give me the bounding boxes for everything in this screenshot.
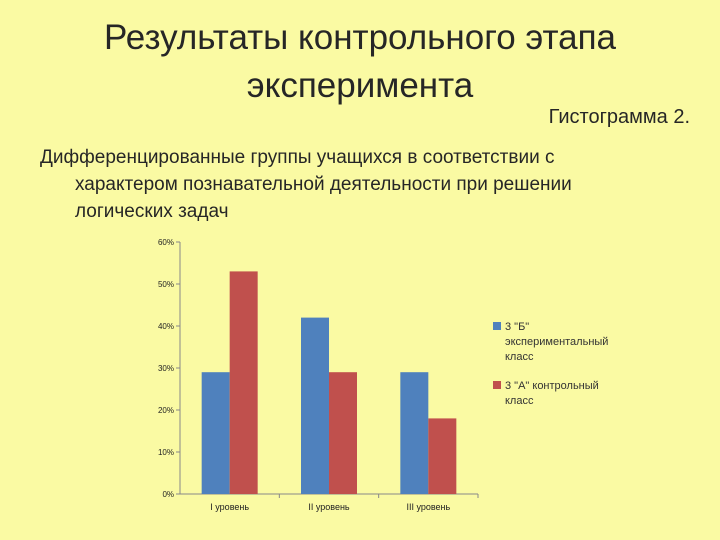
slide-title: Результаты контрольного этапа эксперимен… [0, 14, 720, 110]
y-tick-label: 50% [158, 280, 174, 289]
y-tick-label: 40% [158, 322, 174, 331]
title-line-2: эксперимента [246, 66, 474, 105]
legend-label: класс [505, 395, 534, 407]
legend-label: 3 "А" контрольный [505, 380, 599, 392]
bar-1 [201, 372, 230, 494]
bar-1 [301, 317, 329, 494]
title-line-1: Результаты контрольного этапа [104, 18, 616, 57]
y-tick-label: 0% [162, 490, 174, 499]
bar-2 [229, 271, 258, 494]
y-tick-label: 10% [158, 448, 174, 457]
bar-2 [329, 372, 357, 494]
x-category-label: II уровень [308, 502, 350, 512]
x-category-label: I уровень [210, 502, 249, 512]
x-category-label: III уровень [406, 502, 450, 512]
bar-2 [428, 418, 457, 494]
legend-swatch-2 [493, 381, 501, 389]
description-line-3: логических задач [75, 201, 229, 222]
y-tick-label: 30% [158, 364, 174, 373]
bar-1 [400, 372, 429, 494]
chart-description: Дифференцированные группы учащихся в соо… [40, 144, 680, 225]
description-line-2: характером познавательной деятельности п… [75, 174, 572, 195]
legend-label: класс [505, 351, 534, 363]
y-tick-label: 60% [158, 238, 174, 247]
legend-label: экспериментальный [505, 336, 608, 348]
legend-swatch-1 [493, 322, 501, 330]
y-tick-label: 20% [158, 406, 174, 415]
description-line-1: Дифференцированные группы учащихся в соо… [40, 147, 555, 168]
histogram-label: Гистограмма 2. [548, 106, 690, 128]
legend-label: 3 "Б" [505, 321, 529, 333]
